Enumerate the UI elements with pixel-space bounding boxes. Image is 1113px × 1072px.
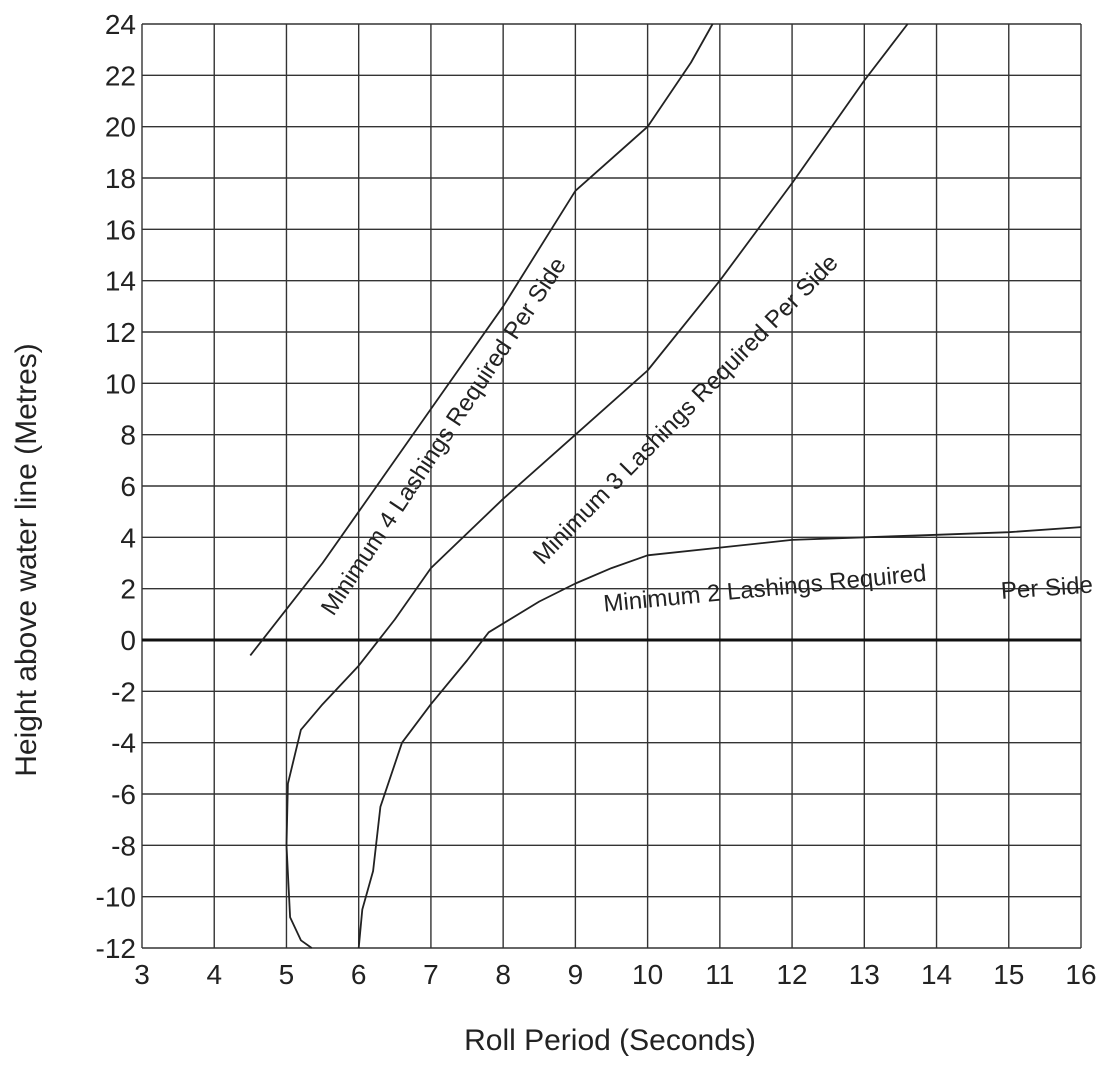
x-tick-label: 5 bbox=[279, 959, 295, 990]
x-tick-label: 3 bbox=[134, 959, 150, 990]
x-tick-label: 10 bbox=[632, 959, 663, 990]
y-tick-label: -8 bbox=[111, 830, 136, 861]
y-tick-label: 10 bbox=[105, 368, 136, 399]
y-tick-label: -6 bbox=[111, 779, 136, 810]
x-tick-label: 14 bbox=[921, 959, 952, 990]
curve-label-4: Per Side bbox=[1000, 572, 1094, 605]
y-tick-label: 18 bbox=[105, 163, 136, 194]
x-tick-label: 12 bbox=[776, 959, 807, 990]
y-tick-label: 6 bbox=[120, 471, 136, 502]
series-lines bbox=[249, 23, 1082, 949]
x-axis-label: Roll Period (Seconds) bbox=[464, 1024, 756, 1057]
y-tick-label: 14 bbox=[105, 266, 136, 297]
y-tick-label: -12 bbox=[96, 933, 136, 964]
x-tick-label: 16 bbox=[1065, 959, 1096, 990]
tick-labels: 3 4 5 6 7 8 9 10 11 12 13 14 15 16-12-10-8-6-4-202468… bbox=[96, 9, 1097, 990]
series-line-2 bbox=[285, 23, 909, 949]
x-tick-label: 6 bbox=[351, 959, 367, 990]
x-tick-label: 11 bbox=[705, 959, 734, 990]
grid bbox=[141, 23, 1082, 949]
y-tick-label: 22 bbox=[105, 60, 136, 91]
y-tick-label: -10 bbox=[96, 882, 136, 913]
x-tick-label: 7 bbox=[423, 959, 439, 990]
y-tick-label: 20 bbox=[105, 112, 136, 143]
series-line-1 bbox=[249, 23, 714, 656]
x-tick-label: 8 bbox=[495, 959, 511, 990]
y-tick-label: 4 bbox=[120, 522, 136, 553]
curve-label-1: Minimum 4 Lashings Required Per Side bbox=[316, 253, 572, 621]
x-tick-label: 4 bbox=[206, 959, 222, 990]
y-tick-label: 24 bbox=[105, 9, 136, 40]
curve-label-3: Minimum 2 Lashings Required bbox=[602, 560, 927, 618]
series-line-3 bbox=[357, 526, 1082, 949]
y-tick-label: 0 bbox=[120, 625, 136, 656]
y-tick-label: -4 bbox=[111, 728, 136, 759]
y-tick-label: 2 bbox=[120, 574, 136, 605]
x-tick-label: 15 bbox=[993, 959, 1024, 990]
y-axis-label: Height above water line (Metres) bbox=[10, 343, 43, 777]
y-tick-label: 12 bbox=[105, 317, 136, 348]
y-tick-label: 8 bbox=[120, 420, 136, 451]
y-tick-label: -2 bbox=[111, 676, 136, 707]
x-tick-label: 9 bbox=[568, 959, 584, 990]
y-tick-label: 16 bbox=[105, 214, 136, 245]
x-tick-label: 13 bbox=[849, 959, 880, 990]
